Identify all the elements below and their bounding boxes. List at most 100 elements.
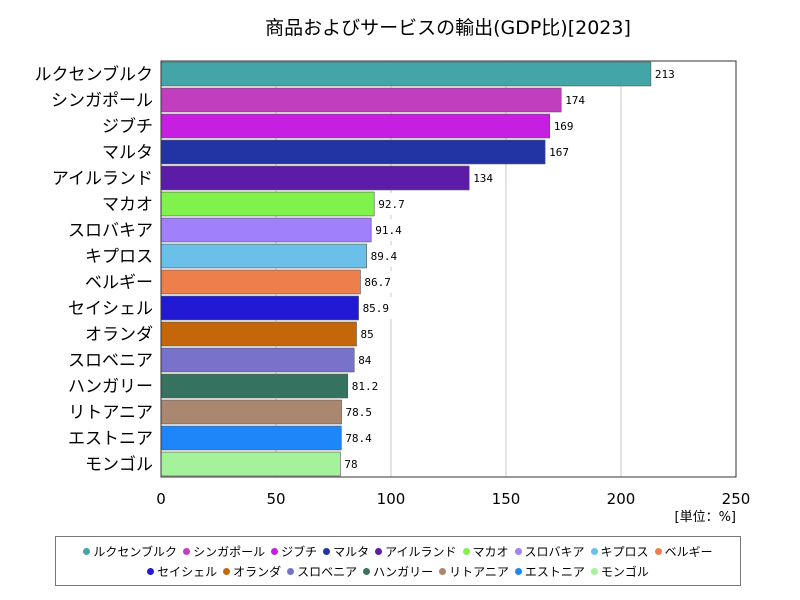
legend-marker [462,547,470,555]
value-labels: 213 174 169 167 134 92.7 91.4 89.4 86.7 85.9 85 84 8… [341,63,679,475]
bar [160,399,342,425]
legend-item: マカオ [462,543,509,560]
x-tick-label: 250 [722,490,751,508]
legend-label: モンゴル [600,564,649,579]
value-label-bg [546,141,574,163]
value-label: 134 [473,172,493,185]
legend-marker [514,547,522,555]
legend-item: アイルランド [375,543,457,560]
legend-label: ルクセンブルク [93,544,178,559]
legend-item: スロベニア [287,563,357,580]
bar [160,61,652,87]
value-label-bg [375,193,410,215]
category-label: スロバキア [68,221,153,241]
legend-marker [287,567,295,575]
x-tick-label: 150 [492,490,521,508]
value-label-bg [342,401,377,423]
category-label: リトアニア [68,403,153,423]
category-label: ジブチ [102,116,153,137]
legend-marker [323,547,331,555]
bar [160,113,551,139]
category-label: オランダ [85,325,153,345]
value-label: 167 [549,146,569,159]
value-label: 174 [565,94,585,107]
legend-marker [439,567,447,575]
value-label-bg [367,245,402,267]
legend-marker [363,567,371,575]
legend-item: オランダ [223,563,281,580]
legend-item: ジブチ [271,543,317,560]
bar [160,243,367,269]
category-label: ルクセンブルク [35,64,154,85]
value-label: 89.4 [371,250,398,263]
category-label: アイルランド [52,169,153,189]
legend-label: ベルギー [664,544,713,559]
bar [160,295,359,321]
legend-item: シンガポール [183,543,265,560]
legend-label: オランダ [233,564,282,579]
legend-marker [223,567,231,575]
legend-item: ルクセンブルク [83,543,177,560]
legend-item: リトアニア [439,563,509,580]
value-label: 92.7 [378,198,405,211]
category-label: シンガポール [51,91,153,111]
category-label: マカオ [102,195,153,215]
bar [160,139,546,165]
legend-item: スロバキア [514,543,585,560]
value-label: 85 [361,328,374,341]
value-label-bg [562,89,590,111]
value-label-bg [341,453,362,475]
value-label: 86.7 [364,276,391,289]
legend-label: スロベニア [297,564,358,579]
bar [160,425,342,451]
legend-item: ベルギー [654,543,713,560]
value-label-bg [361,271,396,293]
legend-label: マルタ [333,544,370,559]
legend-marker [514,567,522,575]
category-label: マルタ [102,143,153,163]
value-label-bg [357,323,378,345]
category-label: スロベニア [68,351,153,371]
value-label-bg [342,427,377,449]
x-tick-label: 200 [607,490,636,508]
value-label: 85.9 [363,302,390,315]
value-label: 78.4 [345,432,372,445]
value-label: 213 [655,68,675,81]
legend-marker [590,547,598,555]
legend-marker [271,547,279,555]
legend-marker [590,567,598,575]
legend-marker [375,547,383,555]
x-tick-label: 0 [156,490,166,508]
value-label-bg [359,297,394,319]
category-labels: ルクセンブルクシンガポールジブチマルタアイルランドマカオスロバキアキプロスベルギ… [35,64,154,475]
legend-marker [183,547,191,555]
value-label: 91.4 [375,224,402,237]
value-label: 78 [344,458,357,471]
legend-label: セイシェル [157,564,218,579]
category-label: エストニア [68,429,153,449]
legend-marker [83,547,91,555]
bar [160,191,375,217]
value-label: 169 [554,120,574,133]
bar [160,451,341,477]
bar [160,217,372,243]
bar [160,373,349,399]
x-tick-label: 100 [377,490,406,508]
legend-label: マカオ [472,544,509,559]
category-label: キプロス [85,247,153,267]
legend-label: シンガポール [193,544,266,559]
legend-label: ハンガリー [373,564,434,579]
x-axis-ticks: 0 50 100 150 200 250 [156,490,750,508]
bar [160,87,562,113]
legend-label: リトアニア [449,564,509,579]
category-label: モンゴル [85,454,153,475]
value-label-bg [651,63,679,85]
value-label-bg [550,115,578,137]
legend-item: セイシェル [147,563,217,580]
legend-item: ハンガリー [363,563,433,580]
value-label: 84 [358,354,372,367]
value-label-bg [470,167,498,189]
legend-label: エストニア [524,564,585,579]
legend-item: モンゴル [590,563,649,580]
category-label: ベルギー [85,273,153,293]
